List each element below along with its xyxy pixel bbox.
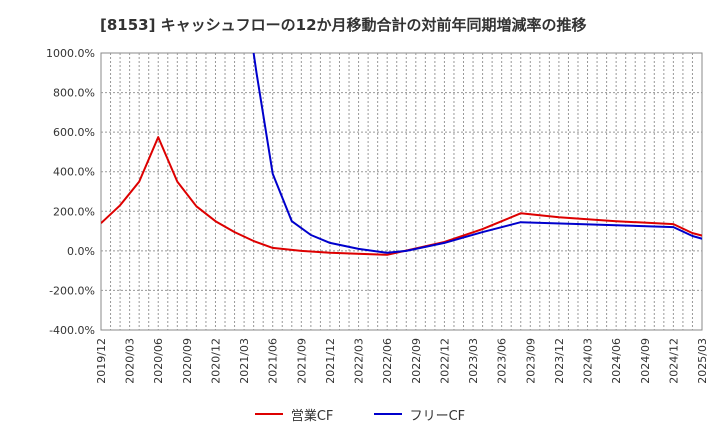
x-tick-label: 2022/03	[353, 338, 366, 384]
x-tick-label: 2024/06	[610, 338, 623, 384]
legend-swatch-operating-cf	[254, 413, 283, 415]
x-tick-label: 2022/06	[381, 338, 394, 384]
y-tick-label: 200.0%	[53, 205, 95, 218]
y-tick-label: 600.0%	[53, 126, 95, 139]
x-tick-label: 2019/12	[95, 338, 108, 384]
x-tick-label: 2021/09	[295, 338, 308, 384]
x-tick-label: 2020/03	[124, 338, 137, 384]
x-tick-label: 2020/12	[209, 338, 222, 384]
x-tick-label: 2025/03	[696, 338, 709, 384]
series-line-operating-cf	[101, 136, 702, 256]
legend-label-operating-cf: 営業CF	[290, 408, 334, 424]
x-tick-label: 2023/06	[496, 338, 509, 384]
plot-frame	[100, 52, 703, 331]
legend: 営業CF フリーCF	[0, 404, 720, 424]
legend-item-operating-cf: 営業CF	[254, 405, 334, 424]
y-tick-label: 0.0%	[67, 245, 95, 258]
y-tick-label: 400.0%	[53, 166, 95, 179]
legend-swatch-free-cf	[373, 413, 402, 415]
y-tick-label: 1000.0%	[46, 47, 95, 60]
x-tick-label: 2021/03	[238, 338, 251, 384]
chart-title: [8153] キャッシュフローの12か月移動合計の対前年同期増減率の推移	[100, 16, 587, 34]
x-tick-label: 2024/03	[582, 338, 595, 384]
y-tick-label: -200.0%	[49, 284, 95, 297]
y-tick-label: -400.0%	[49, 324, 95, 337]
series-line-free-cf	[252, 52, 702, 254]
x-tick-label: 2024/09	[639, 338, 652, 384]
x-tick-label: 2021/06	[267, 338, 280, 384]
x-tick-label: 2023/09	[524, 338, 537, 384]
x-tick-label: 2024/12	[667, 338, 680, 384]
x-tick-label: 2023/12	[553, 338, 566, 384]
x-tick-label: 2020/06	[152, 338, 165, 384]
x-tick-label: 2020/09	[181, 338, 194, 384]
x-tick-label: 2022/09	[410, 338, 423, 384]
y-tick-label: 800.0%	[53, 87, 95, 100]
x-tick-label: 2021/12	[324, 338, 337, 384]
legend-item-free-cf: フリーCF	[373, 405, 466, 424]
x-tick-label: 2022/12	[438, 338, 451, 384]
x-tick-label: 2023/03	[467, 338, 480, 384]
legend-label-free-cf: フリーCF	[409, 408, 466, 424]
